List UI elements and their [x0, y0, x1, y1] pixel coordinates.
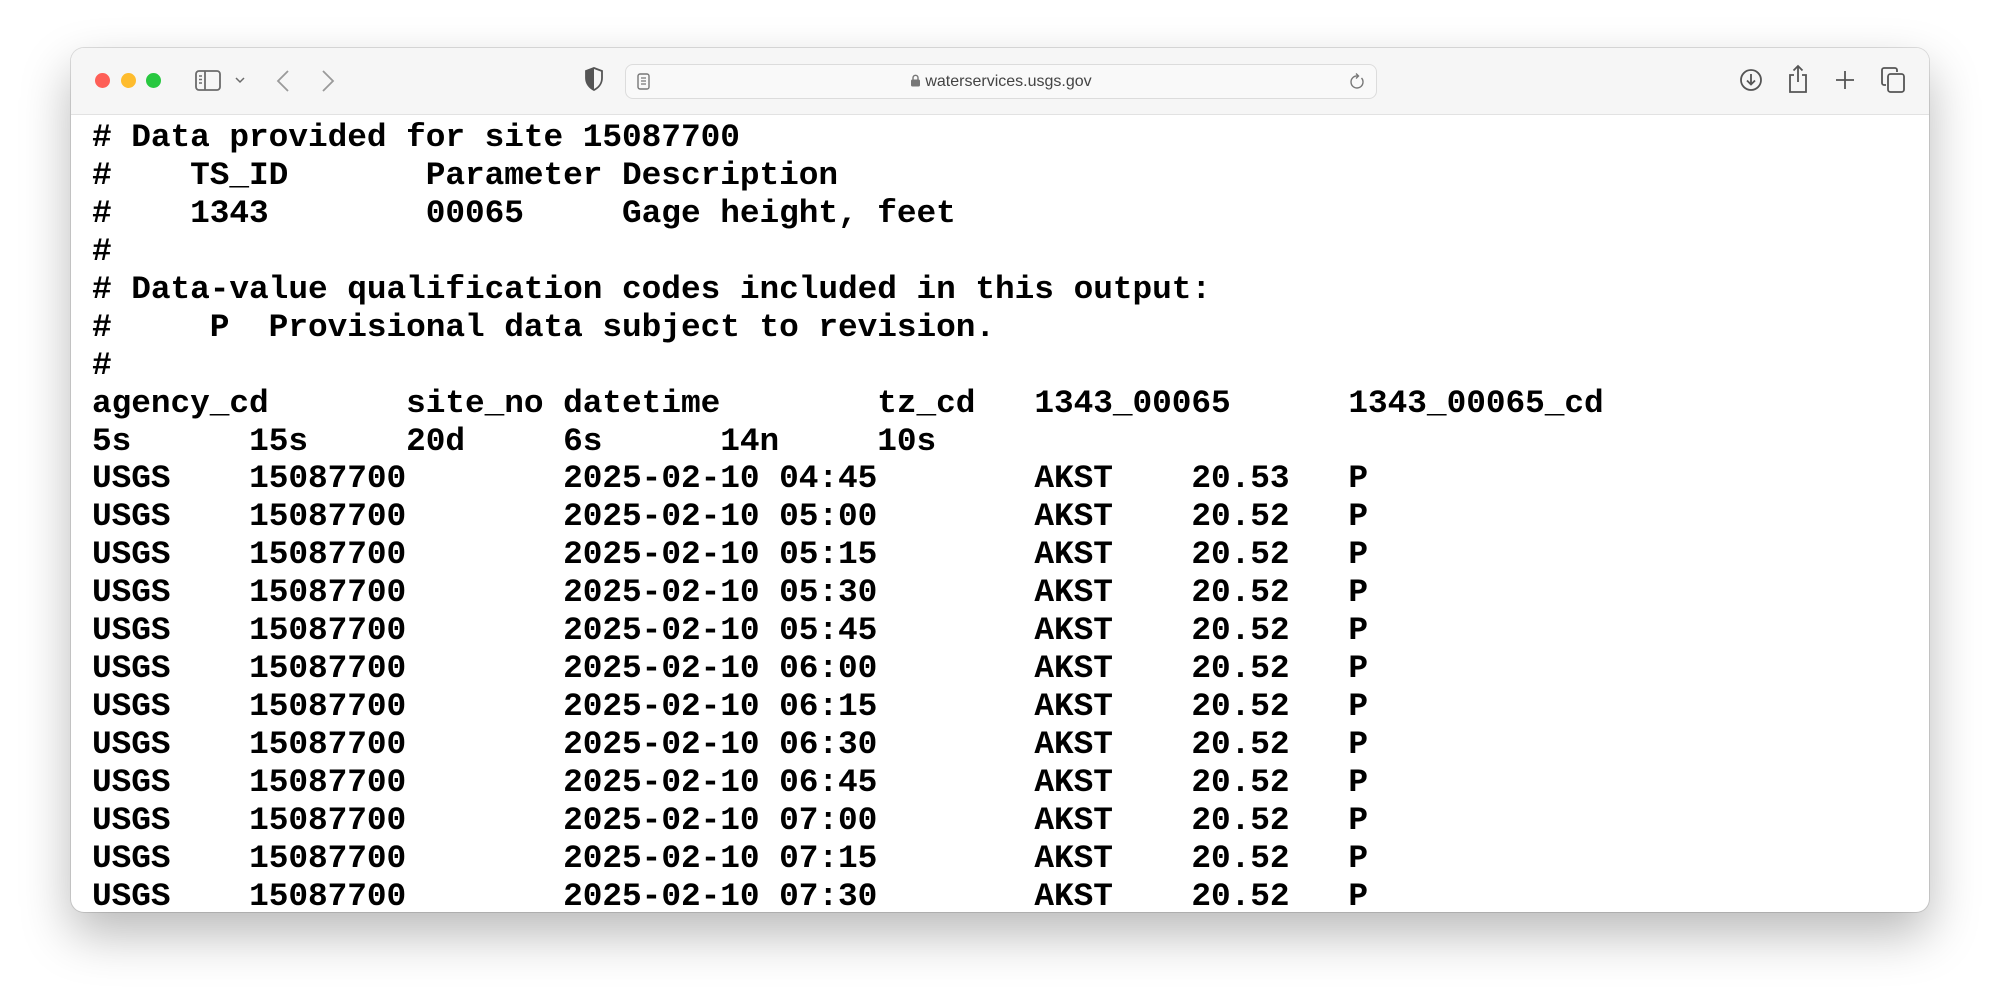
- comment-line: # P Provisional data subject to revision…: [92, 308, 996, 346]
- browser-window: waterservices.usgs.gov # Data provided: [71, 48, 1929, 912]
- comment-line: # 1343 00065 Gage height, feet: [92, 194, 956, 232]
- comment-line: #: [92, 232, 112, 270]
- data-row: USGS 15087700 2025-02-10 06:15 AKST 20.5…: [92, 688, 1369, 726]
- comment-line: # Data-value qualification codes include…: [92, 270, 1211, 308]
- url-text: waterservices.usgs.gov: [925, 73, 1092, 90]
- comment-line: # TS_ID Parameter Description: [92, 156, 838, 194]
- data-row: USGS 15087700 2025-02-10 06:45 AKST 20.5…: [92, 763, 1369, 801]
- sidebar-icon[interactable]: [195, 70, 221, 91]
- data-row: USGS 15087700 2025-02-10 05:30 AKST 20.5…: [92, 574, 1369, 612]
- data-row: USGS 15087700 2025-02-10 07:15 AKST 20.5…: [92, 839, 1369, 877]
- data-row: USGS 15087700 2025-02-10 04:45 AKST 20.5…: [92, 460, 1369, 498]
- data-row: USGS 15087700 2025-02-10 06:00 AKST 20.5…: [92, 650, 1369, 688]
- chevron-down-icon[interactable]: [235, 76, 245, 84]
- data-row: USGS 15087700 2025-02-10 07:00 AKST 20.5…: [92, 801, 1369, 839]
- close-window-button[interactable]: [95, 73, 110, 88]
- plain-text-document: # Data provided for site 15087700 # TS_ID…: [92, 115, 1929, 912]
- comment-line: #: [92, 346, 112, 384]
- lock-icon: [911, 74, 921, 87]
- column-header-line: agency_cd site_no datetime tz_cd 1343_00…: [92, 384, 1604, 422]
- forward-icon[interactable]: [321, 69, 335, 93]
- downloads-icon[interactable]: [1739, 68, 1763, 92]
- data-row: USGS 15087700 2025-02-10 06:30 AKST 20.5…: [92, 726, 1369, 763]
- data-row: USGS 15087700 2025-02-10 07:30 AKST 20.5…: [92, 877, 1369, 912]
- new-tab-icon[interactable]: [1835, 70, 1855, 90]
- data-row: USGS 15087700 2025-02-10 05:00 AKST 20.5…: [92, 498, 1369, 536]
- data-row: USGS 15087700 2025-02-10 05:45 AKST 20.5…: [92, 612, 1369, 650]
- address-bar[interactable]: waterservices.usgs.gov: [625, 64, 1377, 99]
- share-icon[interactable]: [1787, 64, 1809, 94]
- comment-line: # Data provided for site 15087700: [92, 119, 740, 156]
- minimize-window-button[interactable]: [121, 73, 136, 88]
- browser-toolbar: waterservices.usgs.gov: [71, 48, 1929, 115]
- zoom-window-button[interactable]: [146, 73, 161, 88]
- column-format-line: 5s 15s 20d 6s 14n 10s: [92, 422, 937, 460]
- back-icon[interactable]: [276, 69, 290, 93]
- reload-icon[interactable]: [1349, 72, 1366, 91]
- url-display: waterservices.usgs.gov: [626, 73, 1376, 91]
- data-row: USGS 15087700 2025-02-10 05:15 AKST 20.5…: [92, 536, 1369, 574]
- reader-page-icon[interactable]: [637, 73, 650, 90]
- privacy-shield-icon[interactable]: [584, 67, 604, 91]
- tab-overview-icon[interactable]: [1881, 67, 1905, 93]
